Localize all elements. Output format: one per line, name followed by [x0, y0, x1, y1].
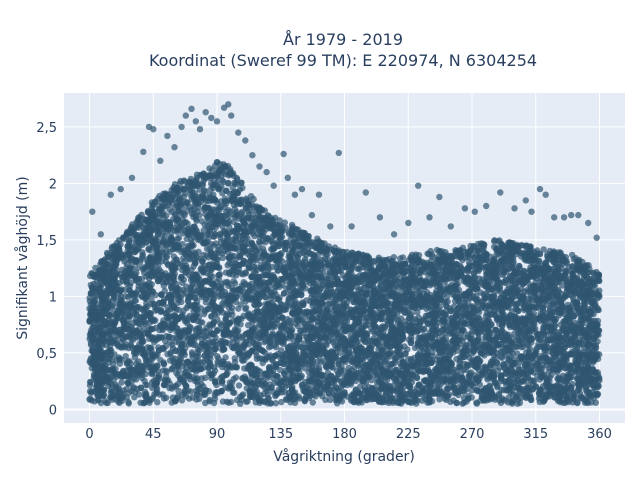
data-point	[399, 254, 407, 261]
data-point	[242, 269, 249, 276]
data-point	[463, 398, 470, 405]
data-points	[86, 101, 603, 407]
data-point	[219, 398, 227, 405]
data-point	[122, 353, 129, 360]
data-point	[490, 243, 498, 251]
data-point	[175, 306, 182, 313]
data-point	[462, 303, 469, 310]
data-point	[222, 354, 229, 361]
data-point	[119, 253, 126, 260]
data-point	[231, 326, 239, 333]
data-point	[357, 383, 364, 390]
data-point	[166, 206, 173, 213]
data-point	[254, 230, 261, 237]
data-point	[118, 379, 125, 386]
data-point	[204, 231, 212, 238]
data-point	[569, 251, 576, 259]
data-point	[132, 297, 139, 304]
data-point	[375, 254, 382, 261]
data-point	[436, 396, 443, 403]
data-point	[540, 246, 547, 253]
data-point	[443, 293, 451, 301]
data-point	[179, 240, 186, 248]
